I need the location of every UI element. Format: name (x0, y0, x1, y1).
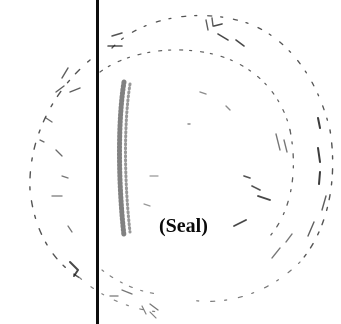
seal-label: (Seal) (159, 215, 208, 237)
vertical-margin-rule (96, 0, 99, 324)
